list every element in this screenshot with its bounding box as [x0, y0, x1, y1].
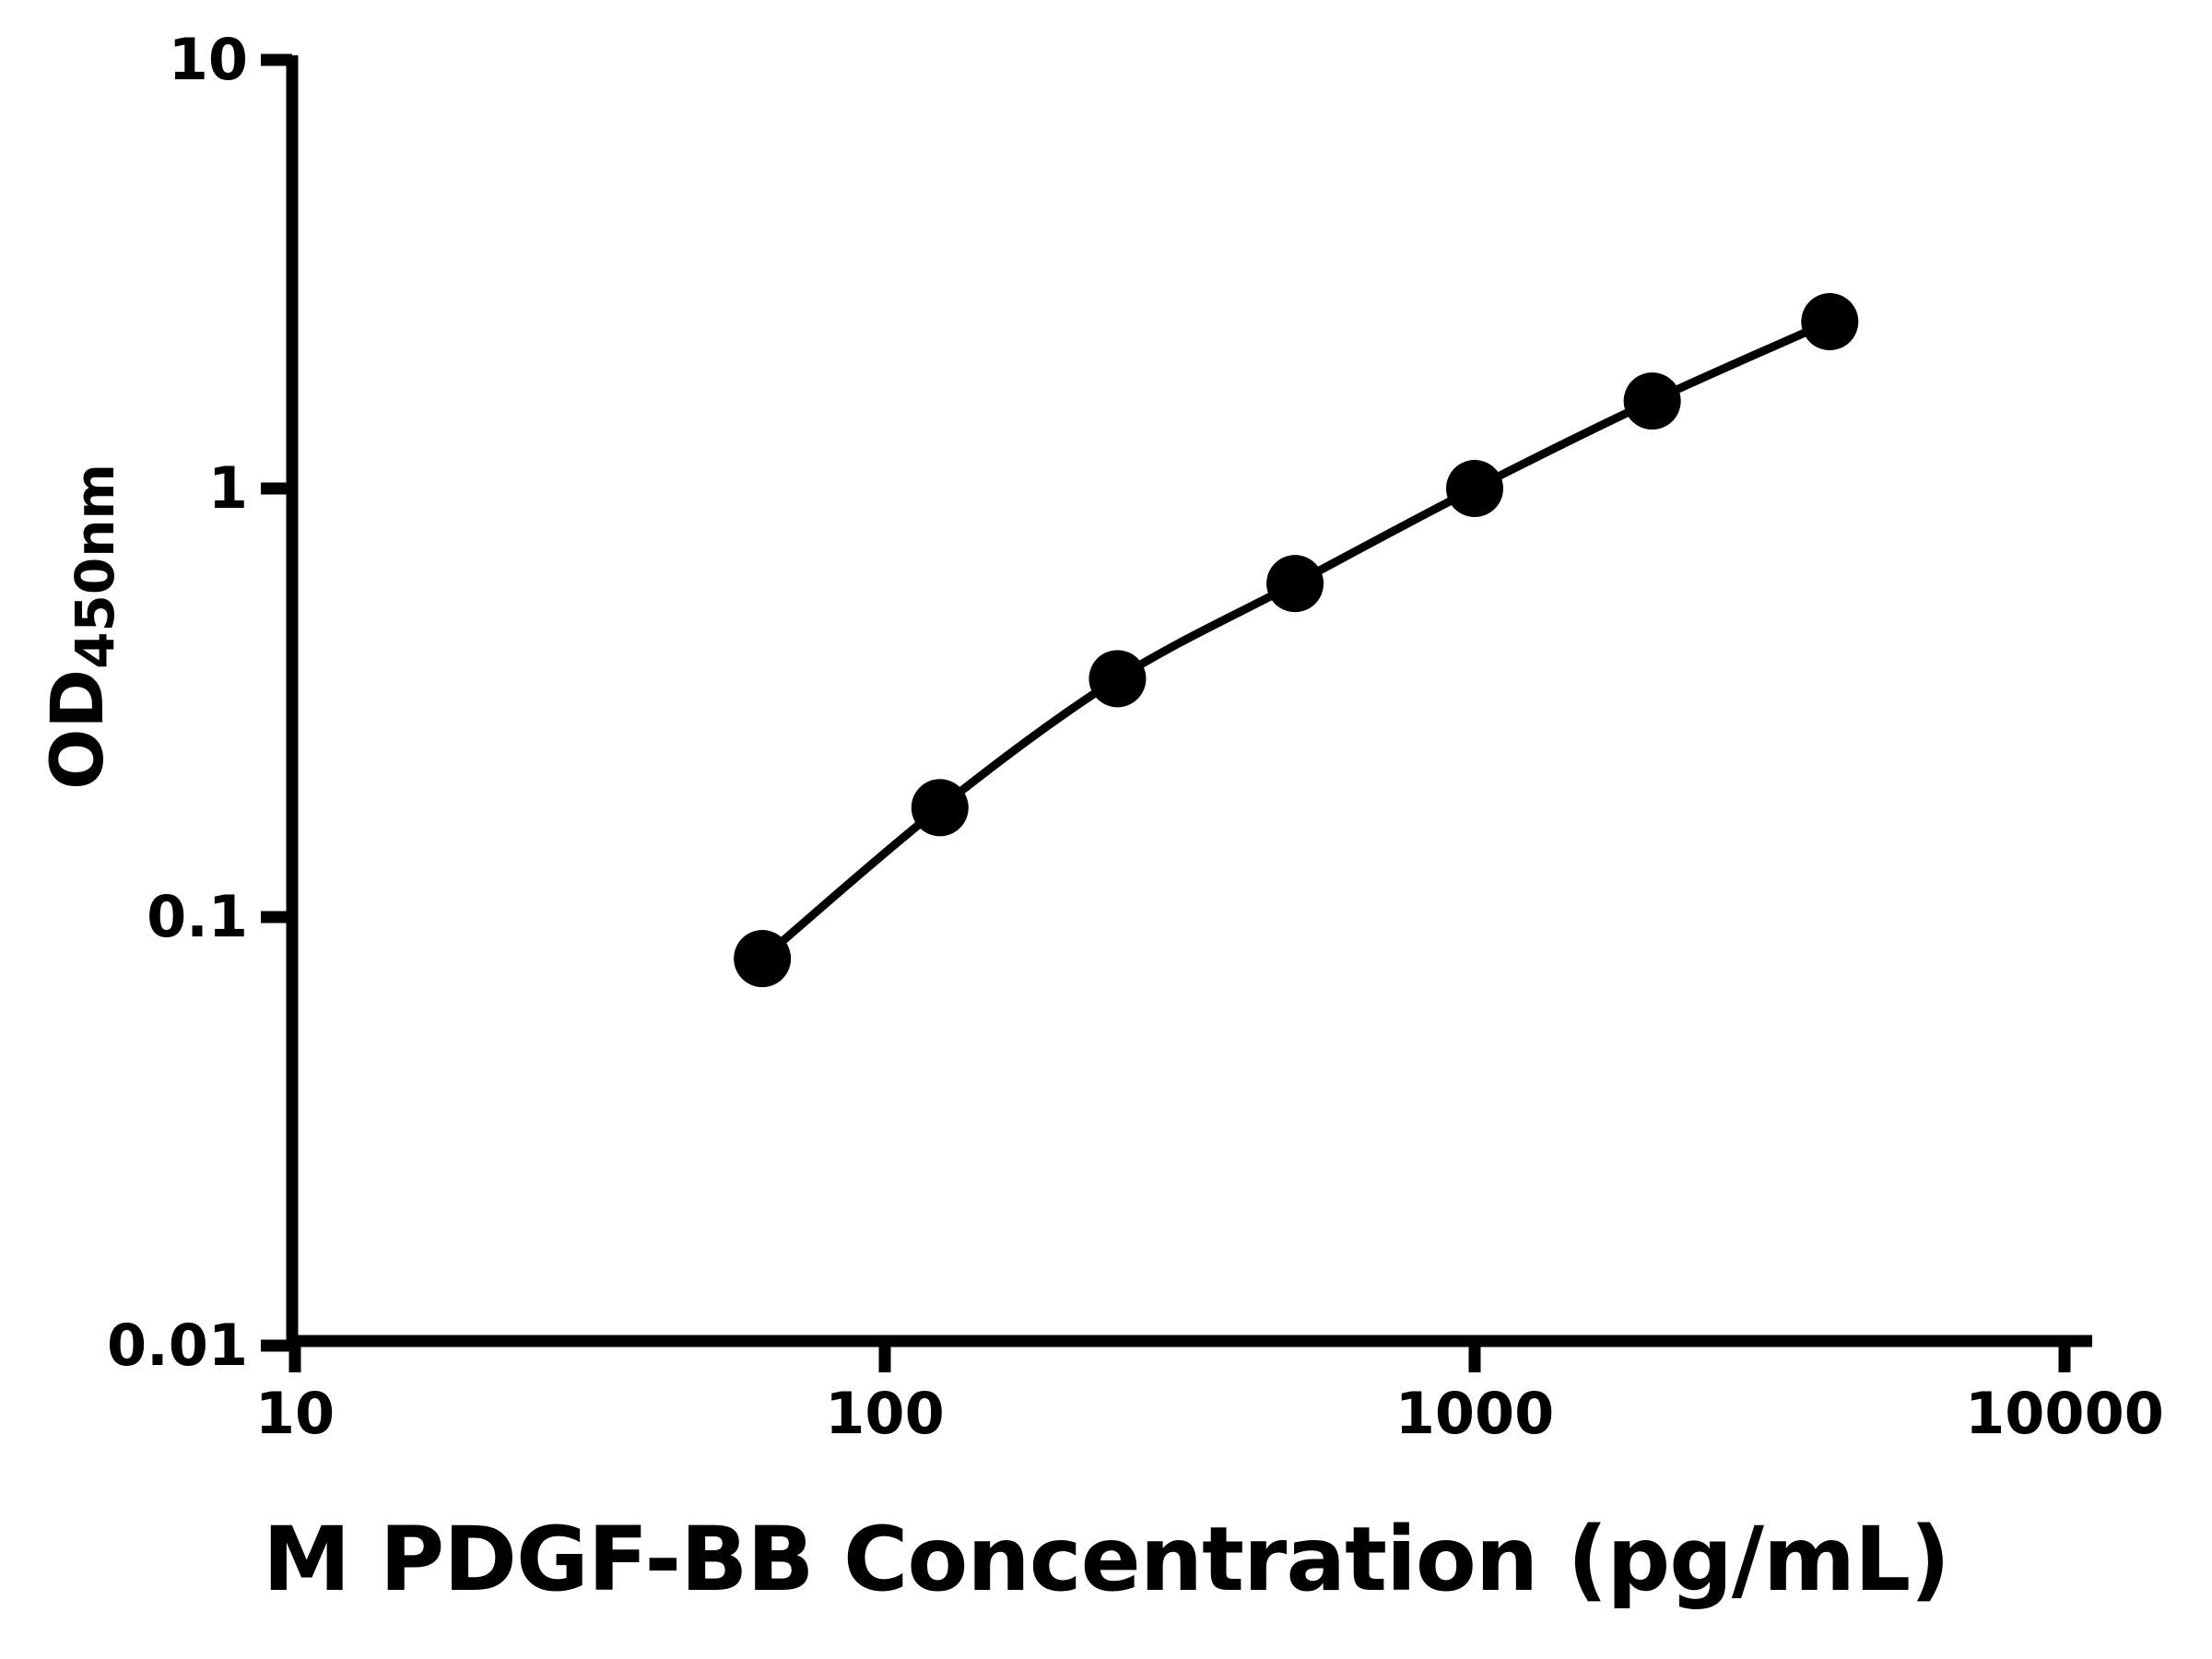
data-point-3 — [1266, 555, 1324, 613]
ytick-label-0.01: 0.01 — [107, 1312, 248, 1379]
y-axis-title-subscript: 450nm — [64, 464, 126, 669]
data-point-1 — [911, 779, 969, 837]
y-axis-title-wrapper: OD450nm — [37, 396, 126, 857]
data-point-0 — [734, 930, 792, 988]
data-point-5 — [1623, 372, 1681, 430]
xtick-label-100: 100 — [825, 1380, 945, 1447]
axis-lines — [286, 55, 2092, 1347]
y-axis-title: OD450nm — [37, 464, 126, 790]
xtick-label-10: 10 — [254, 1380, 335, 1447]
data-point-4 — [1446, 460, 1503, 517]
data-point-6 — [1801, 293, 1859, 351]
axis-ticks — [261, 53, 2071, 1372]
x-axis-title: M PDGF-BB Concentration (pg/mL) — [262, 1508, 1950, 1611]
ytick-label-1: 1 — [207, 454, 248, 522]
y-axis-title-base: OD — [37, 668, 120, 790]
xtick-label-1000: 1000 — [1394, 1380, 1555, 1447]
ytick-label-0.1: 0.1 — [147, 883, 248, 950]
data-series-markers — [734, 293, 1859, 988]
data-point-2 — [1088, 650, 1147, 708]
xtick-label-10000: 10000 — [1965, 1380, 2164, 1447]
ytick-label-10: 10 — [168, 26, 248, 93]
